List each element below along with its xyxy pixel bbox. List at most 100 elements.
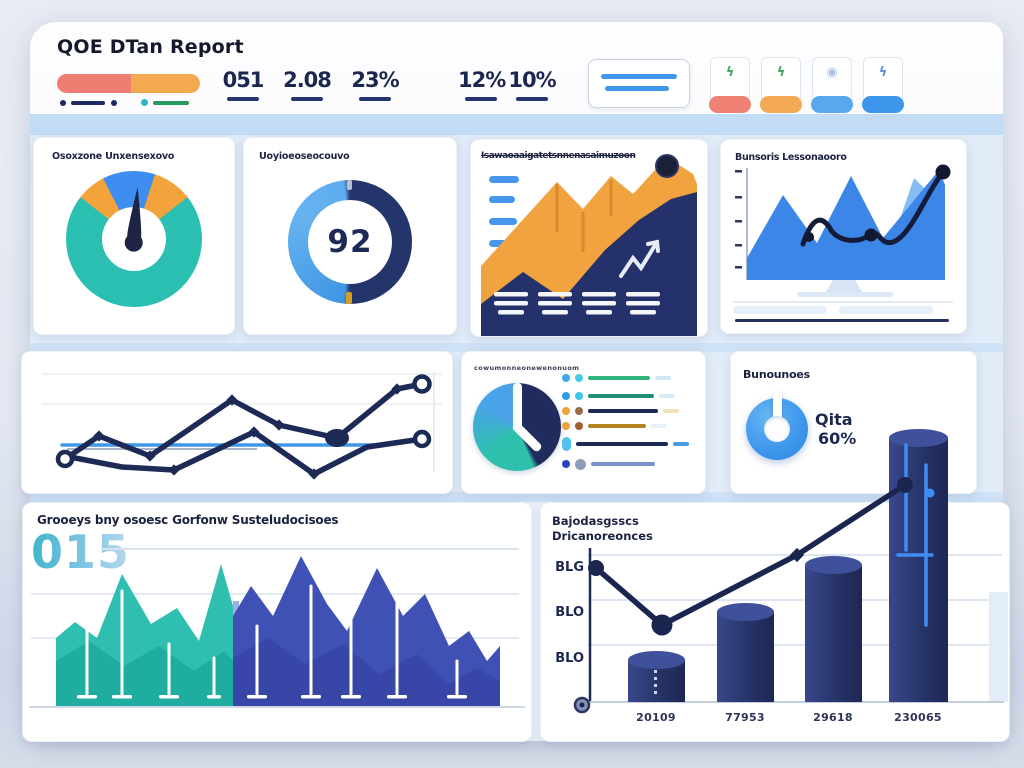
knob-center	[764, 416, 790, 442]
stat-value: 12%	[458, 68, 506, 101]
legend-dot	[60, 100, 66, 106]
donut-tick-gray	[347, 180, 352, 190]
axis-tick-marks	[735, 170, 742, 269]
bottom-navy-line	[735, 319, 949, 322]
gauge-chart	[66, 171, 202, 307]
peak-marker-dot	[656, 155, 678, 177]
cylinder-bar	[717, 603, 774, 702]
dual-mountain-chart	[56, 556, 500, 706]
legend-dot	[575, 458, 586, 470]
mini-card-button[interactable]: ◉	[811, 57, 853, 113]
row-gap-band	[30, 343, 1003, 352]
spark-icon: ϟ	[878, 65, 888, 80]
y-axis-label: BLO	[555, 651, 584, 666]
card-title-line1: Bajodasgsscs	[552, 514, 639, 528]
score-donut-card: Uoyioeoseocouvo 92	[243, 137, 457, 335]
vertex-diamonds	[93, 383, 403, 480]
card-title-line2: Dricanoreonces	[552, 529, 653, 543]
gauge-needle	[124, 187, 143, 252]
zigzag-line-chart	[42, 372, 442, 480]
knob-stem	[772, 392, 782, 420]
baseline	[29, 706, 525, 708]
gridline	[31, 593, 519, 595]
zigzag-line-b	[67, 429, 425, 477]
trend-line	[593, 482, 908, 628]
legend-trail	[659, 394, 675, 398]
right-light-strip	[989, 592, 1008, 702]
bottom-gray-line	[733, 301, 953, 303]
stat-value: 23%	[348, 68, 402, 101]
line-dot	[897, 477, 913, 493]
menu-button[interactable]	[588, 59, 690, 108]
legend-trail	[663, 409, 679, 413]
peaks-line-chart	[733, 164, 953, 322]
big-number: 015	[31, 525, 131, 579]
navy-mountain	[481, 192, 697, 336]
mini-card-button[interactable]: ϟ	[862, 57, 904, 113]
x-axis-label: 29618	[813, 711, 853, 724]
white-dash-rows	[494, 292, 660, 315]
row-gap-band	[30, 492, 1003, 502]
x-axis-label: 77953	[725, 711, 765, 724]
stat-value: 2.08	[281, 68, 333, 101]
legend-trail	[651, 424, 667, 428]
clock-pie-chart	[473, 383, 561, 471]
dual-mountain-card: Grooeys bny osoesc Gorfonw Susteludociso…	[22, 502, 532, 742]
blue-mountain	[747, 170, 945, 280]
white-arrow	[619, 239, 660, 278]
mini-card-button[interactable]: ϟ	[760, 57, 802, 113]
mini-card-pill	[760, 96, 802, 113]
legend-dot	[562, 422, 570, 430]
legend-row	[562, 390, 675, 402]
legend-dot	[562, 407, 570, 415]
card-title: Osoxzone Unxensexovo	[52, 151, 175, 162]
progress-segment-orange	[131, 74, 200, 93]
line-dot	[651, 614, 673, 636]
cylinder-bar	[805, 556, 862, 702]
peaks-line-card: Bunsoris Lessonaooro	[720, 139, 967, 334]
layered-area-chart	[481, 154, 697, 336]
curve-dot	[804, 232, 814, 242]
open-dot	[412, 429, 432, 449]
y-axis-label: BLG	[555, 560, 584, 575]
cylinder-bar-chart	[573, 429, 1008, 714]
y-axis-label: BLO	[555, 605, 584, 620]
card-title: Uoyioeoseocouvo	[259, 151, 350, 162]
legend-bar	[588, 375, 650, 381]
progress-segment-red	[57, 74, 132, 93]
legend-dot	[575, 407, 583, 415]
white-markers	[85, 584, 459, 696]
header-band	[30, 114, 1003, 135]
stat-value: 10%	[508, 68, 557, 101]
layered-area-card: Isawaoaaigatetsnnenasaimuzoon	[470, 139, 708, 337]
orb-icon: ◉	[826, 65, 838, 80]
legend-dot-teal	[141, 99, 148, 106]
legend-dot	[562, 460, 570, 468]
legend-bar	[588, 408, 658, 414]
legend-dot	[575, 422, 583, 430]
knob-gauge[interactable]	[746, 392, 808, 460]
legend-dash-green	[153, 101, 189, 105]
menu-line	[605, 86, 669, 91]
open-dot	[55, 449, 75, 469]
mini-card-button[interactable]: ϟ	[709, 57, 751, 113]
legend-row	[562, 437, 689, 451]
donut-value: 92	[327, 224, 373, 260]
curve-dot	[864, 228, 878, 242]
gauge-card: Osoxzone Unxensexovo	[33, 137, 235, 335]
gridline	[101, 548, 519, 550]
spark-icon: ϟ	[725, 65, 735, 80]
legend-row	[562, 458, 655, 470]
knob-label: Qita	[815, 410, 853, 429]
spark-icon: ϟ	[776, 65, 786, 80]
legend-bar	[576, 441, 668, 447]
card-title: Bunounoes	[743, 368, 811, 381]
donut-tick-gold	[346, 292, 352, 304]
legend-dot	[111, 100, 117, 106]
open-dot	[412, 374, 432, 394]
legend-dot	[575, 392, 583, 400]
legend-bar	[591, 461, 655, 467]
knob-value: 60%	[818, 429, 857, 448]
cylinder-bar	[628, 651, 685, 702]
